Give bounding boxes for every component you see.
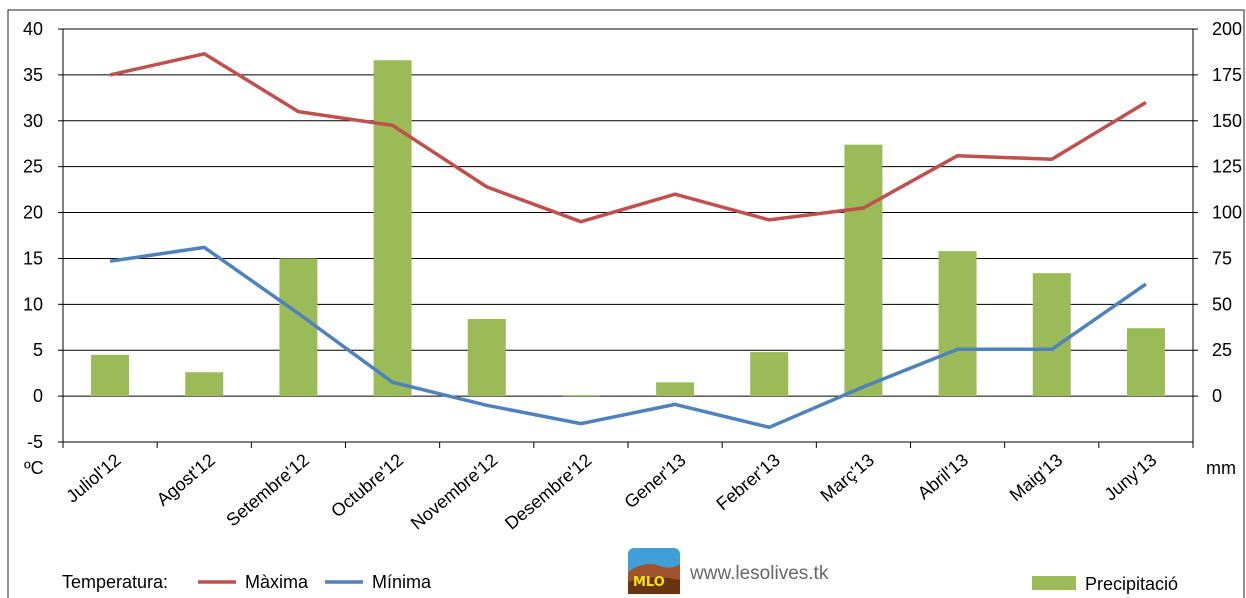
left-axis-unit: ºC bbox=[24, 458, 44, 478]
left-tick-label: 40 bbox=[23, 19, 43, 39]
left-tick-label: 25 bbox=[23, 157, 43, 177]
legend-min-label: Mínima bbox=[372, 572, 432, 592]
left-tick-label: -5 bbox=[27, 432, 43, 452]
temperature-lines bbox=[109, 52, 1147, 430]
precip-bar bbox=[373, 60, 412, 397]
left-tick-label: 30 bbox=[23, 111, 43, 131]
gridlines bbox=[63, 28, 1193, 397]
max-temp-line bbox=[109, 52, 1147, 224]
legend-precip-swatch bbox=[1032, 576, 1076, 590]
precip-bar bbox=[844, 144, 883, 397]
right-axis-ticks: 200 175 150 125 100 75 50 25 0 bbox=[1193, 19, 1242, 406]
logo-soil bbox=[628, 577, 680, 594]
left-tick-label: 10 bbox=[23, 294, 43, 314]
watermark: MLO www.lesolives.tk bbox=[628, 548, 829, 594]
right-tick-label: 200 bbox=[1212, 19, 1242, 39]
right-tick-label: 100 bbox=[1212, 203, 1242, 223]
legend-precip-label: Precipitació bbox=[1085, 574, 1178, 594]
precip-bar bbox=[467, 319, 506, 397]
left-tick-label: 20 bbox=[23, 203, 43, 223]
legend-max-label: Màxima bbox=[245, 572, 309, 592]
right-tick-label: 175 bbox=[1212, 65, 1242, 85]
right-tick-label: 0 bbox=[1212, 386, 1222, 406]
precip-bar bbox=[938, 251, 977, 397]
precipitation-bars bbox=[91, 60, 1165, 397]
watermark-url: www.lesolives.tk bbox=[689, 563, 829, 584]
precip-bar bbox=[91, 354, 130, 397]
right-tick-label: 125 bbox=[1212, 157, 1242, 177]
precip-bar bbox=[1126, 328, 1165, 397]
right-tick-label: 50 bbox=[1212, 294, 1232, 314]
left-tick-label: 0 bbox=[33, 386, 43, 406]
precip-bar bbox=[185, 372, 224, 397]
right-tick-label: 25 bbox=[1212, 340, 1232, 360]
mlo-logo: MLO bbox=[628, 548, 680, 594]
right-tick-label: 150 bbox=[1212, 111, 1242, 131]
min-temp-line bbox=[109, 245, 1147, 430]
legend-prefix: Temperatura: bbox=[62, 572, 168, 592]
precip-bar bbox=[1032, 273, 1071, 397]
right-tick-label: 75 bbox=[1212, 248, 1232, 268]
precip-bar bbox=[279, 258, 318, 397]
left-tick-label: 5 bbox=[33, 340, 43, 360]
logo-text: MLO bbox=[633, 575, 665, 590]
precip-bar bbox=[750, 352, 789, 397]
left-tick-label: 35 bbox=[23, 65, 43, 85]
precip-bar bbox=[561, 395, 600, 397]
legend: Temperatura: Màxima Mínima Precipitació bbox=[62, 572, 1178, 594]
right-axis-unit: mm bbox=[1206, 458, 1236, 478]
axes bbox=[62, 29, 1194, 448]
precip-bar bbox=[656, 382, 695, 397]
left-tick-label: 15 bbox=[23, 248, 43, 268]
left-axis-ticks: 40 35 30 25 20 15 10 5 0 -5 bbox=[23, 19, 63, 452]
